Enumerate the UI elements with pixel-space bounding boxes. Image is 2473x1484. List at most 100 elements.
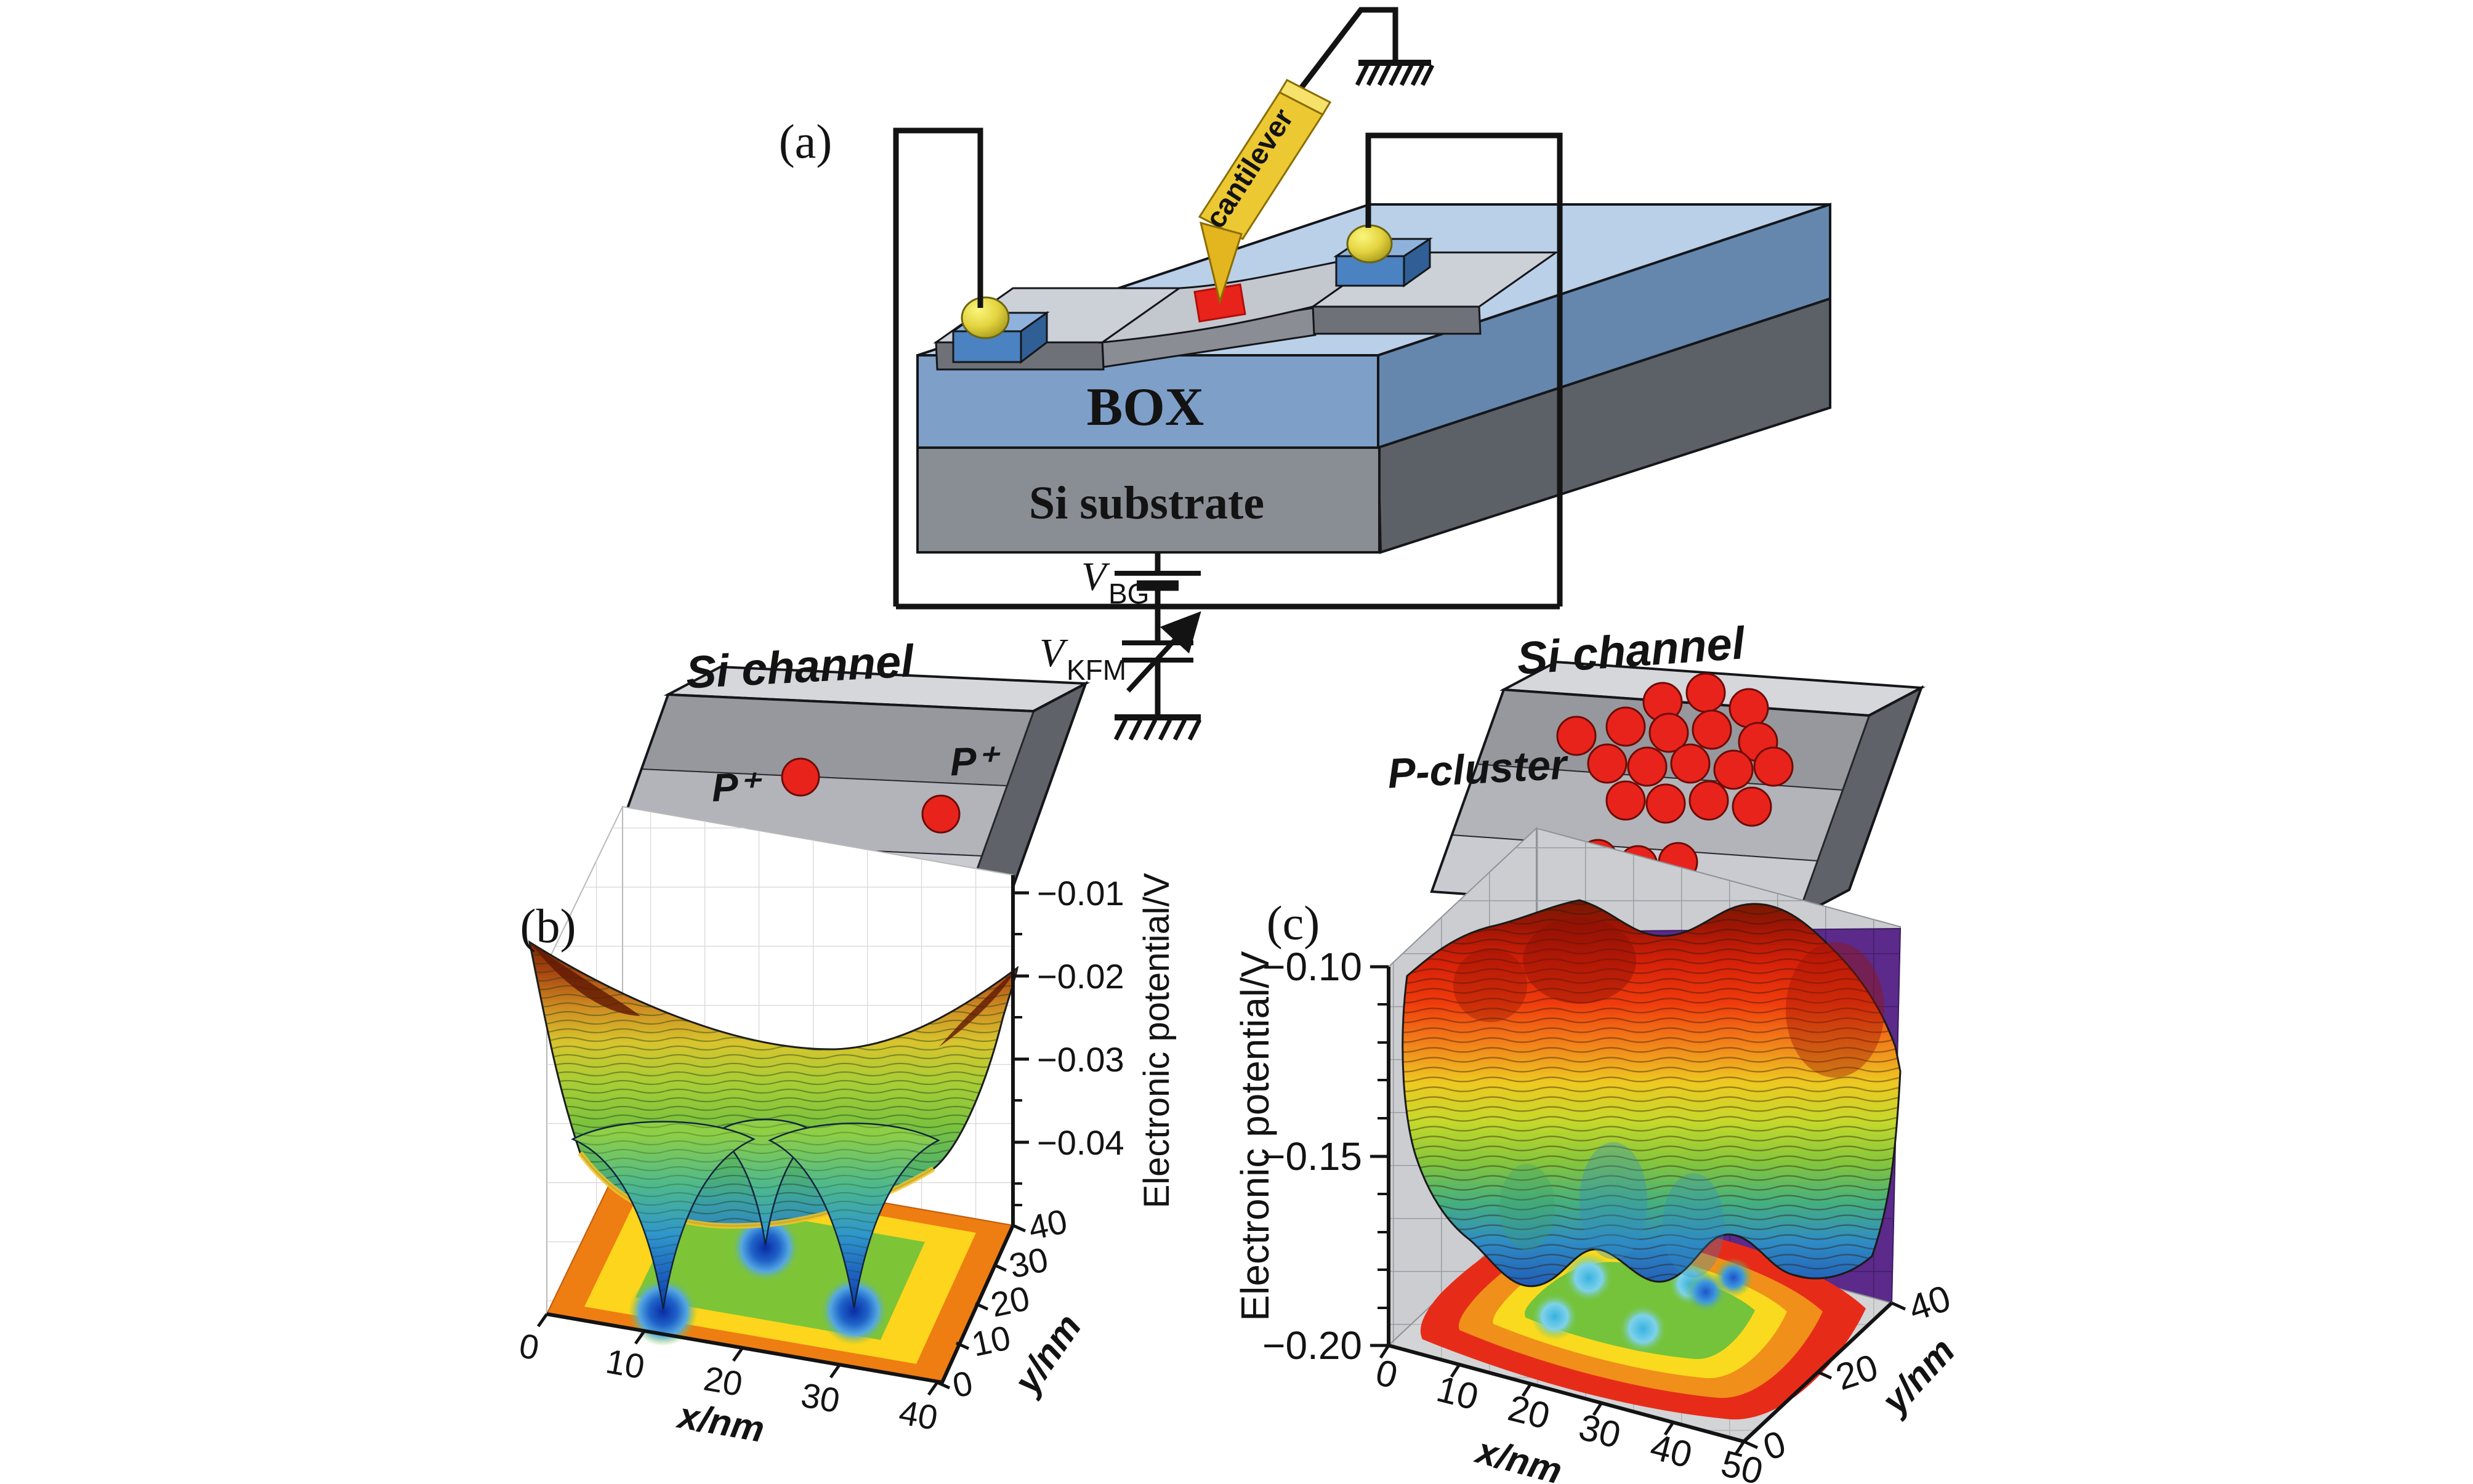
y-tick-label: 10	[968, 1318, 1014, 1364]
box-label: BOX	[1087, 377, 1204, 437]
x-tick-label: 30	[1575, 1406, 1624, 1456]
x-tick-label: 10	[603, 1341, 647, 1386]
left-loop-wire	[893, 127, 983, 607]
circuit-wiring	[893, 7, 1563, 716]
x-tick-label: 10	[1432, 1368, 1482, 1418]
z-axis-title: Electronic potential/V	[1233, 951, 1277, 1321]
x-tick-label: 20	[701, 1358, 745, 1403]
y-ticks	[936, 1224, 1027, 1390]
dopant-atom	[781, 757, 820, 797]
cantilever-ground-wire	[1294, 7, 1398, 95]
dopant-atom	[1605, 780, 1646, 821]
z-ticks-minor	[1378, 1003, 1389, 1309]
dopant-atom	[1587, 743, 1628, 784]
box-outline	[1430, 685, 1924, 919]
dopant-label: P⁺	[711, 764, 764, 810]
red-peak-accent	[1453, 948, 1527, 1022]
vkfm-subscript: KFM	[1067, 654, 1126, 686]
y-tick-label: 0	[949, 1363, 976, 1405]
x-tick-label: 0	[517, 1326, 543, 1367]
x-tick-label: 0	[1372, 1352, 1402, 1397]
red-peak-accent	[1786, 942, 1884, 1078]
dopant-atom	[1692, 709, 1732, 750]
valley-accent	[1579, 1142, 1647, 1259]
red-peak-accent	[1523, 917, 1636, 1004]
x-tick-label: 30	[798, 1375, 842, 1420]
z-axis-title: Electronic potential/V	[1137, 873, 1177, 1208]
right-pad-side	[1403, 237, 1431, 288]
funnel-contour-lines	[573, 1119, 938, 1309]
dopant-atom	[1685, 672, 1726, 713]
z-tick-label: −0.15	[1262, 1134, 1362, 1179]
right-loop-wire	[1365, 132, 1563, 607]
battery-icon	[1115, 571, 1201, 591]
z-tick-label: −0.01	[1037, 874, 1124, 913]
potential-surface	[1402, 899, 1902, 1288]
potential-minimum	[1531, 1293, 1578, 1340]
dopant-label: P⁺	[950, 738, 1002, 784]
surface-contour-lines	[1402, 900, 1900, 1286]
gold-contact-icon	[1346, 224, 1393, 264]
z-tick-label: −0.04	[1037, 1123, 1124, 1162]
variable-voltage-source-icon	[1122, 611, 1201, 693]
peak-shadow-right	[939, 968, 1017, 1047]
potential-surface	[528, 940, 1019, 1310]
valley-accent	[1663, 1173, 1724, 1278]
y-tick-label: 20	[987, 1278, 1033, 1325]
y-tick-label: 40	[1903, 1277, 1955, 1329]
axes-c: −0.10 −0.15 −0.20 0 10 20 30 40 50 0 20 …	[1233, 945, 1963, 1484]
y-tick-label: 30	[1006, 1240, 1051, 1286]
vkfm-label: V KFM	[1039, 631, 1126, 686]
x-tick-label: 20	[1504, 1387, 1554, 1437]
z-tick-label: −0.03	[1037, 1040, 1124, 1079]
x-ticks	[1379, 1344, 1746, 1455]
dopant-atom	[1729, 688, 1769, 728]
vbg-label: V BG	[1081, 554, 1149, 610]
dopant-atom	[1713, 749, 1754, 790]
potential-minimum	[820, 1276, 889, 1345]
ground-icon-kfm	[1113, 714, 1202, 741]
vbg-subscript: BG	[1108, 578, 1149, 610]
z-ticks-minor	[1013, 933, 1022, 1206]
dopant-atom	[1645, 783, 1686, 824]
peak-shadow-left	[530, 942, 640, 1016]
xy-axis-edges	[546, 1224, 1015, 1385]
potential-minimum	[1714, 1258, 1753, 1297]
z-tick-label: −0.02	[1037, 957, 1124, 996]
dopant-atom	[1556, 716, 1597, 756]
z-ticks-major	[1370, 965, 1389, 1347]
afm-tip-icon	[1199, 221, 1243, 305]
plot-c: −0.10 −0.15 −0.20 0 10 20 30 40 50 0 20 …	[1233, 826, 1963, 1484]
panel-c-label: (c)	[1267, 896, 1320, 950]
gold-contact-icon	[961, 296, 1010, 339]
y-axis-title: y/nm	[1873, 1330, 1963, 1422]
dopant-atom	[1670, 743, 1711, 784]
x-tick-label: 50	[1717, 1443, 1767, 1484]
channel-title-left: Si channel	[685, 635, 916, 698]
cluster-label: P-cluster	[1387, 741, 1570, 797]
right-contact	[1333, 224, 1433, 288]
dopant-atom	[1732, 786, 1772, 827]
substrate-label: Si substrate	[1029, 477, 1264, 529]
dopant-atom	[1627, 746, 1668, 787]
x-axis-title: x/nm	[674, 1394, 768, 1450]
dopant-atom	[1753, 746, 1794, 787]
left-pad-side	[1020, 311, 1048, 365]
potential-minimum	[629, 1277, 698, 1346]
y-axis-title: y/nm	[1005, 1307, 1089, 1403]
x-tick-label: 40	[896, 1392, 940, 1437]
potential-minimum	[731, 1213, 800, 1282]
x-axis-title: x/nm	[1470, 1429, 1567, 1484]
substrate-front-face	[916, 446, 1381, 554]
dopant-atom	[1648, 712, 1689, 753]
z-ticks-major	[1013, 891, 1029, 1144]
left-contact	[950, 296, 1050, 365]
mesa-front-right	[1312, 305, 1482, 335]
dopant-atom	[1688, 780, 1729, 821]
x-ticks	[536, 1313, 939, 1396]
z-tick-label: −0.20	[1262, 1323, 1362, 1368]
dopant-atom	[1605, 706, 1646, 747]
kfm-device-schematic: BOX Si substrate	[779, 7, 1831, 741]
cantilever-beam-top	[1278, 79, 1332, 116]
